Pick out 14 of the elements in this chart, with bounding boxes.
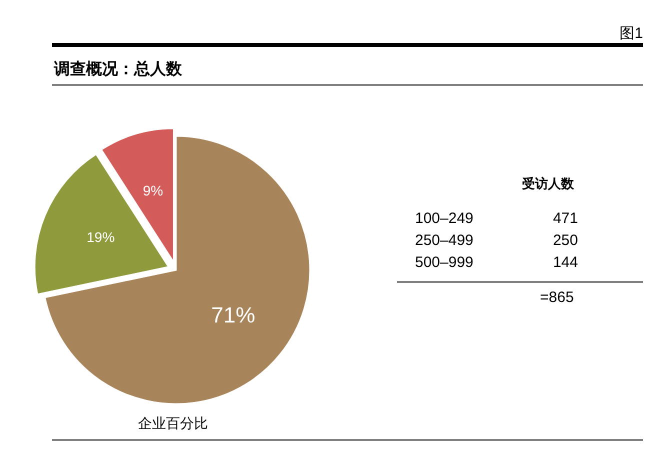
text: 企业百分比 — [138, 415, 208, 431]
text: =865 — [540, 289, 574, 306]
text: 250 — [552, 232, 578, 249]
text: 受访人数 — [521, 176, 575, 191]
caption: 图1 — [620, 25, 643, 42]
text: 471 — [552, 210, 578, 227]
text: 144 — [552, 254, 578, 271]
text: 250–499 — [415, 232, 474, 249]
data-label: 9% — [142, 182, 164, 198]
chart-title: 调查概况：总人数 — [53, 60, 183, 78]
data-label: 19% — [86, 229, 115, 246]
data-label: 71% — [211, 302, 256, 328]
text: 500–999 — [415, 254, 474, 271]
text: 100–249 — [415, 210, 474, 227]
